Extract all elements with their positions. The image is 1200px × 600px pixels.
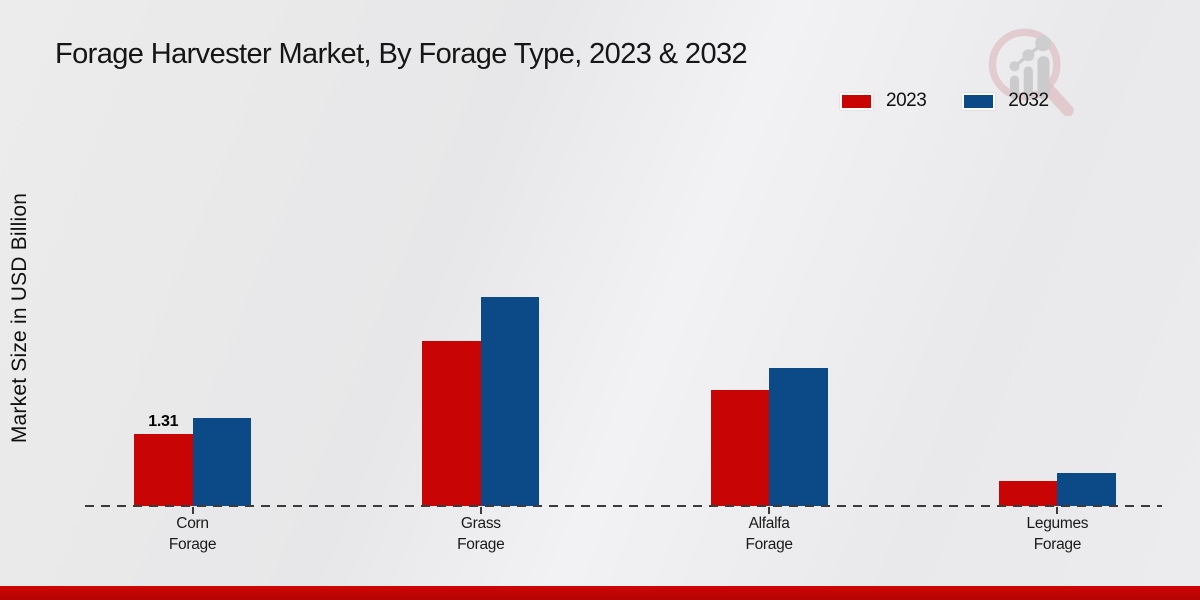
legend-item-2032: 2032: [962, 90, 1049, 112]
bar-2023-grass-forage: [422, 341, 481, 506]
magnifier-growth-chart-logo-icon: [988, 28, 1074, 116]
legend-swatch-icon: [840, 92, 873, 110]
bar-2023-alfalfa-forage: [710, 390, 770, 506]
category-label-alfalfa-forage: Alfalfa Forage: [745, 515, 793, 553]
bar-2032-legumes-forage: [1057, 473, 1116, 506]
legend-swatch-icon: [962, 92, 996, 110]
axis-tick: [191, 507, 194, 514]
axis-tick: [479, 507, 482, 514]
axis-tick: [768, 507, 771, 514]
legend: 2023 2032: [840, 90, 1049, 112]
legend-label: 2032: [1008, 90, 1049, 111]
category-label-grass-forage: Grass Forage: [457, 515, 505, 553]
category-label-legumes-forage: Legumes Forage: [1026, 515, 1089, 553]
bar-2032-corn-forage: [192, 418, 251, 506]
legend-item-2023: 2023: [840, 90, 927, 112]
x-axis-baseline: [85, 505, 1162, 508]
bar-2023-corn-forage: [134, 434, 193, 506]
bar-2023-legumes-forage: [998, 481, 1058, 506]
legend-label: 2023: [886, 90, 927, 111]
bar-2032-alfalfa-forage: [769, 368, 828, 506]
bar-2032-grass-forage: [480, 297, 540, 506]
axis-tick: [1056, 507, 1059, 514]
bottom-accent-band: [0, 586, 1200, 600]
category-label-corn-forage: Corn Forage: [168, 515, 217, 553]
bar-value-label: 1.31: [148, 413, 179, 430]
chart-title: Forage Harvester Market, By Forage Type,…: [55, 38, 748, 70]
